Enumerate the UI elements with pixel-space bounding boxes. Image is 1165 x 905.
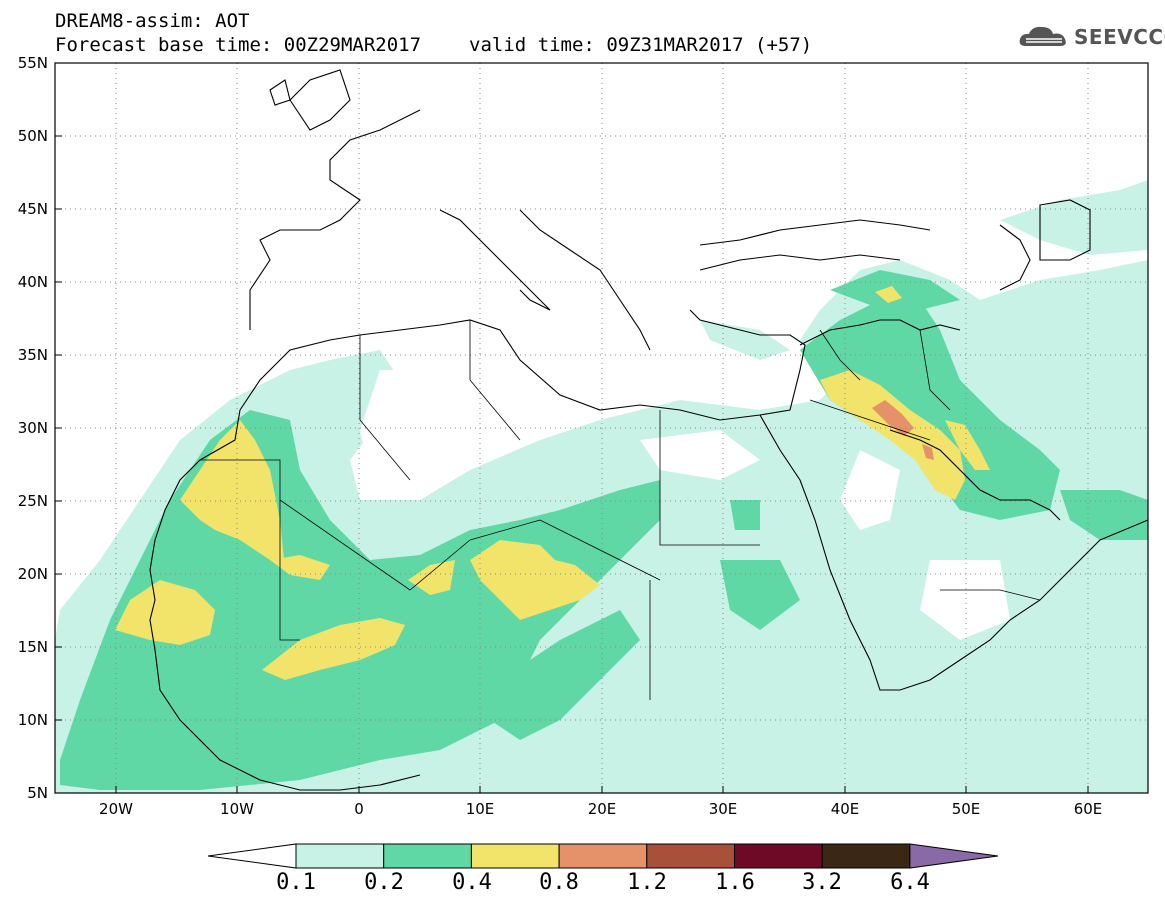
lat-label: 45N	[17, 200, 48, 218]
lon-label: 0	[354, 800, 364, 818]
valid-time: valid time: 09Z31MAR2017 (+57)	[469, 34, 813, 56]
colorbar-swatch	[821, 843, 911, 869]
lon-label: 20E	[587, 800, 617, 818]
logo-text: SEEVCCC	[1074, 25, 1165, 49]
aot-level-0.4	[115, 286, 990, 680]
lat-label: 40N	[17, 273, 48, 291]
seevccc-logo: SEEVCCC	[1018, 24, 1165, 50]
lat-label: 20N	[17, 565, 48, 583]
lon-label: 30E	[708, 800, 738, 818]
colorbar-label: 0.2	[364, 870, 404, 895]
product-title: DREAM8-assim: AOT	[55, 10, 250, 32]
lat-label: 55N	[17, 54, 48, 72]
aot-level-0.8	[872, 400, 934, 460]
lat-label: 15N	[17, 638, 48, 656]
colorbar-max-arrow	[909, 843, 998, 869]
time-info: Forecast base time: 00Z29MAR2017 valid ti…	[55, 34, 812, 56]
lat-label: 35N	[17, 346, 48, 364]
colorbar-min-arrow	[207, 843, 297, 869]
colorbar-swatch	[646, 843, 735, 869]
lat-label: 5N	[27, 784, 48, 802]
lat-label: 50N	[17, 127, 48, 145]
axis-ticks	[55, 62, 1089, 793]
lon-label: 10E	[465, 800, 495, 818]
graticule	[55, 63, 1148, 793]
colorbar-label: 6.4	[890, 870, 930, 895]
lon-label: 50E	[951, 800, 981, 818]
colorbar-label: 0.4	[452, 870, 492, 895]
colorbar-swatch	[470, 843, 560, 869]
colorbar-swatch	[558, 843, 648, 869]
lon-label: 20W	[99, 800, 133, 818]
lon-label: 10W	[220, 800, 254, 818]
lat-label: 30N	[17, 419, 48, 437]
colorbar-label: 1.6	[715, 870, 755, 895]
colorbar-label: 0.1	[276, 870, 316, 895]
aot-clear-areas	[360, 370, 1010, 640]
colorbar	[207, 843, 998, 869]
colorbar-label: 0.8	[539, 870, 579, 895]
base-time: Forecast base time: 00Z29MAR2017	[55, 34, 422, 56]
colorbar-swatch	[734, 843, 823, 869]
lon-label: 60E	[1073, 800, 1103, 818]
country-borders	[200, 320, 1041, 700]
coastlines	[149, 69, 1148, 791]
lat-label: 25N	[17, 492, 48, 510]
colorbar-swatch	[295, 843, 385, 869]
cloud-icon	[1019, 26, 1066, 46]
colorbar-swatch	[383, 843, 472, 869]
lat-label: 10N	[17, 711, 48, 729]
colorbar-label: 3.2	[802, 870, 842, 895]
lon-label: 40E	[830, 800, 860, 818]
colorbar-label: 1.2	[627, 870, 667, 895]
